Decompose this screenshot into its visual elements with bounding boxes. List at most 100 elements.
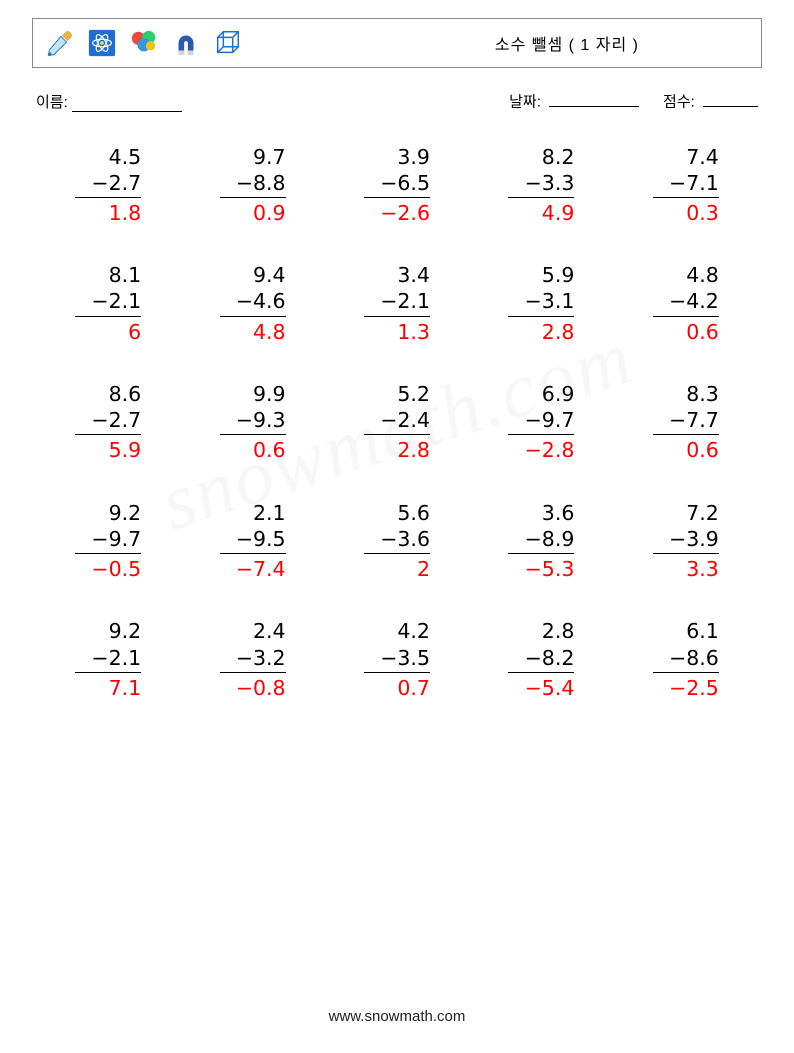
problem: 4.8−4.2 0.6 (628, 262, 744, 345)
subtrahend: −6.5 (364, 170, 430, 198)
answer: −2.5 (653, 675, 719, 701)
score-blank[interactable] (703, 90, 758, 107)
atom-icon (87, 28, 117, 58)
problem: 6.9−9.7−2.8 (483, 381, 599, 464)
answer: 4.9 (508, 200, 574, 226)
problem: 8.1−2.1 6 (50, 262, 166, 345)
subtrahend: −2.1 (364, 288, 430, 316)
minuend: 3.9 (364, 144, 430, 170)
answer: 2 (364, 556, 430, 582)
minuend: 3.4 (364, 262, 430, 288)
problem: 4.2−3.50.7 (339, 618, 455, 701)
subtrahend: −3.6 (364, 526, 430, 554)
subtrahend: −9.7 (75, 526, 141, 554)
problems-grid: 4.5−2.71.89.7−8.80.93.9−6.5−2.68.2−3.34.… (32, 144, 762, 702)
problem: 6.1−8.6−2.5 (628, 618, 744, 701)
subtrahend: −4.6 (220, 288, 286, 316)
subtrahend: −3.1 (508, 288, 574, 316)
answer: 3.3 (653, 556, 719, 582)
subtrahend: −2.4 (364, 407, 430, 435)
minuend: 4.8 (653, 262, 719, 288)
date-blank[interactable] (549, 90, 639, 107)
answer: 0.3 (653, 200, 719, 226)
problem: 2.1−9.5−7.4 (194, 500, 310, 583)
minuend: 3.6 (508, 500, 574, 526)
worksheet-title: 소수 뺄셈 ( 1 자리 ) (495, 31, 749, 55)
problem: 3.6−8.9−5.3 (483, 500, 599, 583)
answer: −2.6 (364, 200, 430, 226)
problem: 5.2−2.42.8 (339, 381, 455, 464)
minuend: 8.2 (508, 144, 574, 170)
minuend: 9.4 (220, 262, 286, 288)
minuend: 5.2 (364, 381, 430, 407)
minuend: 6.9 (508, 381, 574, 407)
answer: 4.8 (220, 319, 286, 345)
minuend: 8.3 (653, 381, 719, 407)
answer: −0.8 (220, 675, 286, 701)
minuend: 2.1 (220, 500, 286, 526)
subtrahend: −8.2 (508, 645, 574, 673)
answer: 7.1 (75, 675, 141, 701)
problem: 5.9−3.12.8 (483, 262, 599, 345)
subtrahend: −7.1 (653, 170, 719, 198)
name-label: 이름: (36, 91, 68, 112)
problem: 5.6−3.62 (339, 500, 455, 583)
subtrahend: −9.7 (508, 407, 574, 435)
answer: 0.7 (364, 675, 430, 701)
answer: 0.6 (653, 437, 719, 463)
answer: −7.4 (220, 556, 286, 582)
minuend: 2.4 (220, 618, 286, 644)
minuend: 4.5 (75, 144, 141, 170)
answer: 0.6 (220, 437, 286, 463)
problem: 9.9−9.30.6 (194, 381, 310, 464)
answer: 1.8 (75, 200, 141, 226)
minuend: 8.1 (75, 262, 141, 288)
problem: 8.6−2.75.9 (50, 381, 166, 464)
problem: 3.9−6.5−2.6 (339, 144, 455, 227)
minuend: 6.1 (653, 618, 719, 644)
subtrahend: −9.3 (220, 407, 286, 435)
problem: 8.3−7.70.6 (628, 381, 744, 464)
problem: 9.4−4.6 4.8 (194, 262, 310, 345)
minuend: 7.2 (653, 500, 719, 526)
meta-row: 이름: 날짜: 점수: (36, 90, 758, 112)
answer: 1.3 (364, 319, 430, 345)
subtrahend: −3.5 (364, 645, 430, 673)
minuend: 7.4 (653, 144, 719, 170)
answer: −2.8 (508, 437, 574, 463)
problem: 2.8−8.2−5.4 (483, 618, 599, 701)
answer: 0.9 (220, 200, 286, 226)
subtrahend: −8.8 (220, 170, 286, 198)
balloons-icon (129, 28, 159, 58)
answer: −0.5 (75, 556, 141, 582)
answer: 2.8 (364, 437, 430, 463)
problem: 7.4−7.10.3 (628, 144, 744, 227)
icon-row (45, 28, 243, 58)
subtrahend: −8.6 (653, 645, 719, 673)
subtrahend: −4.2 (653, 288, 719, 316)
minuend: 9.2 (75, 500, 141, 526)
answer: 0.6 (653, 319, 719, 345)
problem: 9.7−8.80.9 (194, 144, 310, 227)
answer: 6 (75, 319, 141, 345)
answer: −5.4 (508, 675, 574, 701)
problem: 9.2−2.17.1 (50, 618, 166, 701)
problem: 8.2−3.34.9 (483, 144, 599, 227)
name-blank[interactable] (72, 95, 182, 112)
subtrahend: −3.9 (653, 526, 719, 554)
subtrahend: −3.3 (508, 170, 574, 198)
eyedropper-icon (45, 28, 75, 58)
subtrahend: −2.1 (75, 288, 141, 316)
problem: 7.2−3.93.3 (628, 500, 744, 583)
minuend: 9.9 (220, 381, 286, 407)
subtrahend: −3.2 (220, 645, 286, 673)
problem: 2.4−3.2−0.8 (194, 618, 310, 701)
problem: 9.2−9.7−0.5 (50, 500, 166, 583)
cube-icon (213, 28, 243, 58)
minuend: 4.2 (364, 618, 430, 644)
minuend: 8.6 (75, 381, 141, 407)
problem: 4.5−2.71.8 (50, 144, 166, 227)
problem: 3.4−2.1 1.3 (339, 262, 455, 345)
score-label: 점수: (663, 94, 695, 111)
footer-url: www.snowmath.com (0, 1008, 794, 1025)
